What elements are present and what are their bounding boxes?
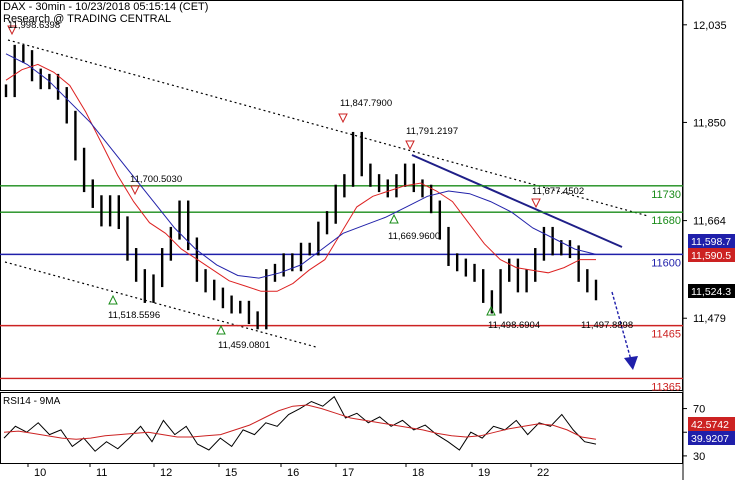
x-tick-label: 17 bbox=[342, 467, 354, 479]
level-label: 11365 bbox=[651, 381, 681, 393]
x-tick-label: 18 bbox=[412, 467, 424, 479]
rsi-tag-label: 42.5742 bbox=[691, 419, 729, 431]
swing-label: 11,791.2197 bbox=[406, 126, 458, 137]
swing-label: 11,518.5596 bbox=[108, 310, 160, 321]
chart-header-title: DAX - 30min - 10/23/2018 05:15:14 (CET) bbox=[3, 1, 209, 13]
swing-low-marker bbox=[389, 213, 399, 224]
upper-channel-line bbox=[7, 39, 649, 217]
projection-arrow-head bbox=[624, 356, 638, 370]
level-label: 11465 bbox=[651, 329, 681, 341]
swing-low-marker bbox=[108, 294, 118, 305]
x-tick-label: 15 bbox=[225, 467, 237, 479]
swing-high-marker bbox=[7, 25, 17, 36]
swing-high-marker bbox=[531, 198, 541, 209]
price-tag bbox=[688, 234, 735, 248]
swing-high-marker bbox=[338, 113, 348, 124]
swing-high-marker bbox=[130, 185, 140, 196]
x-tick-label: 10 bbox=[34, 467, 46, 479]
moving-average-line bbox=[5, 63, 596, 292]
x-tick-label: 16 bbox=[287, 467, 299, 479]
resistance-trend-line bbox=[411, 154, 623, 248]
rsi-tag-label: 39.9207 bbox=[691, 433, 729, 445]
x-tick-label: 12 bbox=[160, 467, 172, 479]
swing-label: 11,677.4502 bbox=[532, 186, 584, 197]
chart-header-source: Research @ TRADING CENTRAL bbox=[3, 13, 172, 25]
level-label: 11680 bbox=[651, 215, 681, 227]
swing-high-marker bbox=[405, 140, 415, 151]
swing-low-marker bbox=[216, 324, 226, 335]
x-tick-label: 19 bbox=[478, 467, 490, 479]
rsi-title: RSI14 - 9MA bbox=[3, 396, 61, 407]
price-tag-label: 11,598.7 bbox=[691, 236, 731, 248]
y-tick-label: 11,479 bbox=[693, 313, 726, 325]
rsi-line bbox=[3, 395, 597, 452]
level-label: 11600 bbox=[651, 257, 681, 269]
swing-label: 11,497.8898 bbox=[581, 320, 633, 331]
x-tick-label: 11 bbox=[96, 467, 107, 479]
y-tick-label: 11,664 bbox=[693, 216, 726, 228]
rsi-line bbox=[3, 404, 597, 440]
rsi-tag bbox=[688, 417, 735, 431]
swing-label: 11,998.6398 bbox=[8, 20, 60, 31]
level-label: 11730 bbox=[651, 189, 681, 201]
swing-label: 11,669.9600 bbox=[388, 231, 440, 242]
lower-channel-line bbox=[4, 261, 317, 348]
swing-label: 11,847.7900 bbox=[340, 98, 392, 109]
rsi-tag bbox=[688, 431, 735, 445]
moving-average-line bbox=[5, 53, 597, 279]
rsi-y-tick-label: 70 bbox=[693, 404, 705, 416]
swing-label: 11,459.0801 bbox=[218, 340, 270, 351]
y-tick-label: 12,035 bbox=[693, 20, 727, 32]
rsi-panel: RSI14 - 9MA70503042.574239.9207101112151… bbox=[0, 392, 735, 479]
price-tag bbox=[688, 284, 735, 298]
swing-label: 11,700.5030 bbox=[130, 174, 182, 185]
x-tick-label: 22 bbox=[537, 467, 549, 479]
rsi-y-tick-label: 30 bbox=[693, 451, 705, 463]
price-tag bbox=[688, 248, 735, 262]
swing-label: 11,498.6904 bbox=[488, 320, 540, 331]
rsi-panel-frame bbox=[0, 392, 683, 464]
price-tag-label: 11,524.3 bbox=[691, 286, 731, 298]
swing-low-marker bbox=[486, 305, 496, 316]
price-tag-label: 11,590.5 bbox=[691, 250, 731, 262]
projection-arrow-line bbox=[611, 291, 632, 361]
y-tick-label: 11,850 bbox=[693, 117, 726, 129]
